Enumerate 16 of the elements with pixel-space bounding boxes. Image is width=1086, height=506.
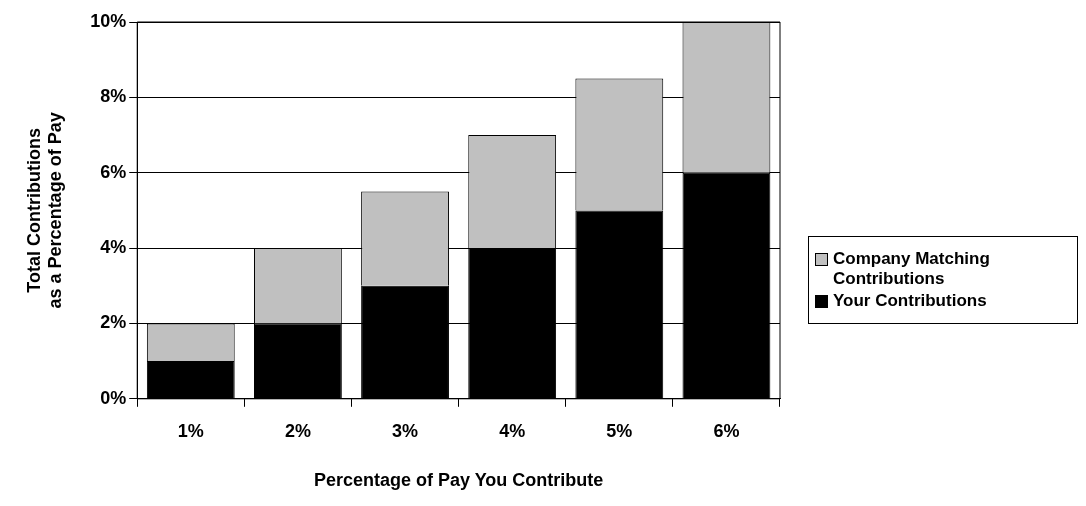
y-tick-label: 10% [90,10,127,31]
y-tick-label: 4% [100,237,127,258]
x-tick-label: 3% [392,420,419,441]
y-tick-label: 6% [100,161,127,182]
legend-label: Company Matching Contributions [833,249,991,289]
y-tick-label: 8% [100,86,127,107]
y-tick-label: 2% [100,312,127,333]
x-tick-label: 5% [606,420,633,441]
legend-label: Your Contributions [833,291,987,311]
x-axis-title: Percentage of Pay You Contribute [313,470,604,491]
y-tick-label: 0% [100,387,127,408]
x-tick-label: 6% [713,420,740,441]
x-tick-label: 4% [499,420,526,441]
x-tick-label: 1% [177,420,204,441]
y-axis-title: Total Contributions as a Percentage of Pay [23,112,66,309]
x-tick-label: 2% [284,420,311,441]
